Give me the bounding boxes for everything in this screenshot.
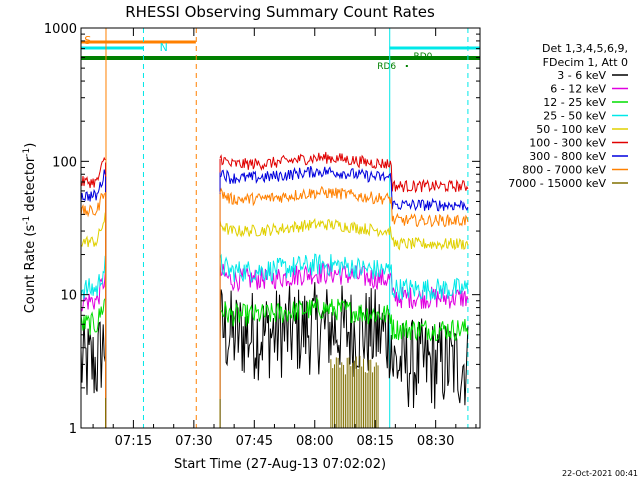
legend-label-2: 12 - 25 keV	[543, 96, 606, 109]
flag-rd6-dot	[405, 65, 408, 67]
plot-frame	[80, 27, 481, 429]
footer-timestamp: 22-Oct-2021 00:41	[562, 469, 638, 478]
series-line-3	[80, 253, 469, 301]
series-layer	[80, 151, 469, 429]
x-tick-label-2: 07:45	[236, 434, 273, 449]
x-tick-label-5: 08:30	[417, 434, 454, 449]
legend-label-3: 25 - 50 keV	[543, 110, 606, 123]
legend-header-0: Det 1,3,4,5,6,9,	[542, 42, 628, 55]
series-line-4	[80, 212, 469, 251]
legend-label-4: 50 - 100 keV	[536, 123, 606, 136]
flag-rd0-label: RD0	[414, 52, 433, 62]
y-tick-label-2: 100	[52, 155, 77, 170]
legend-label-0: 3 - 6 keV	[557, 69, 606, 82]
legend-label-5: 100 - 300 keV	[529, 137, 606, 150]
y-tick-label-0: 1	[69, 422, 77, 437]
flags-layer: S N RD0 RD6	[81, 34, 480, 72]
y-axis-label: Count Rate (s-1 detector-1)	[22, 143, 38, 314]
legend-label-6: 300 - 800 keV	[529, 150, 606, 163]
ticks-layer: 07:15 07:30 07:45 08:00 08:15 08:30 1 10 100 1000	[44, 22, 480, 449]
legend-label-1: 6 - 12 keV	[550, 83, 606, 96]
y-tick-label-1: 10	[60, 289, 77, 304]
x-tick-label-3: 08:00	[296, 434, 333, 449]
legend-label-8: 7000 - 15000 keV	[508, 177, 606, 190]
x-tick-label-4: 08:15	[356, 434, 393, 449]
flag-s-label: S	[84, 34, 91, 47]
flag-rd6-label: RD6	[377, 62, 396, 72]
series-line-5	[80, 151, 469, 194]
series-line-6	[80, 165, 469, 212]
series-line-7	[80, 185, 469, 228]
x-tick-label-1: 07:30	[175, 434, 212, 449]
legend-header-1: FDecim 1, Att 0	[543, 56, 628, 69]
x-tick-label-0: 07:15	[115, 434, 152, 449]
x-axis-label: Start Time (27-Aug-13 07:02:02)	[174, 457, 386, 472]
flag-n-label: N	[160, 41, 168, 54]
chart-title: RHESSI Observing Summary Count Rates	[125, 3, 435, 21]
legend: Det 1,3,4,5,6,9,FDecim 1, Att 03 - 6 keV…	[508, 42, 628, 190]
olive-burst	[330, 355, 379, 428]
y-tick-label-3: 1000	[44, 22, 77, 37]
legend-label-7: 800 - 7000 keV	[522, 164, 606, 177]
series-line-2	[80, 296, 469, 342]
